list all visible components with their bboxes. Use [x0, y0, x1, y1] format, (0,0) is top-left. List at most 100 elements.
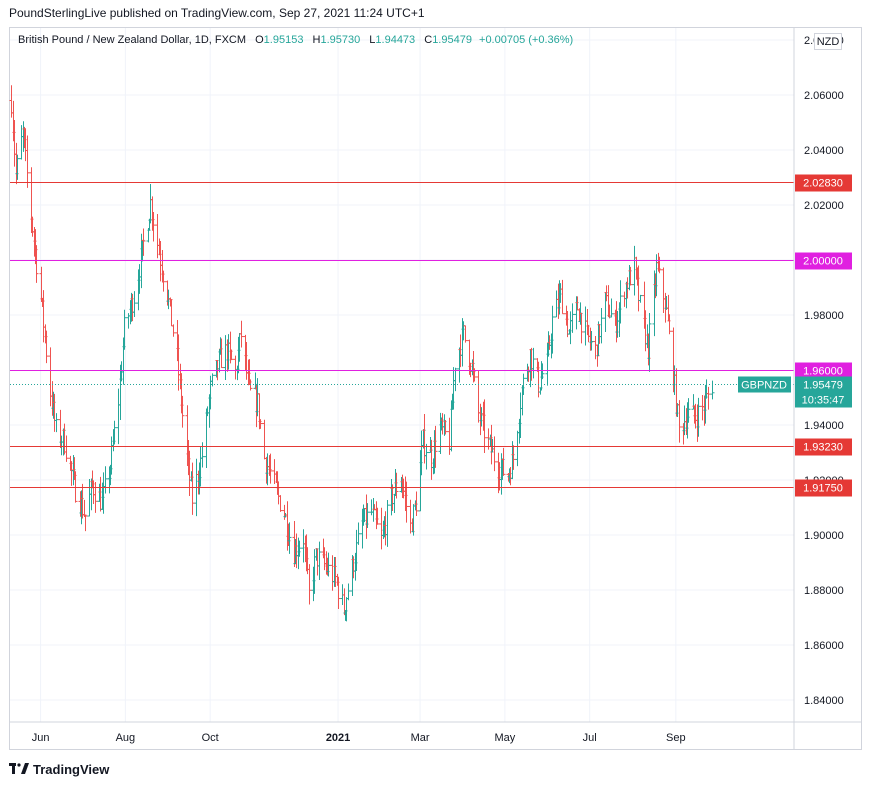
symbol-tag [738, 376, 791, 393]
ohlc-bar [638, 294, 643, 303]
publisher-line: PoundSterlingLive published on TradingVi… [9, 6, 425, 20]
legend-change: +0.00705 (+0.36%) [479, 34, 574, 46]
ohlc-bar [112, 420, 117, 445]
y-tick-label: 1.94000 [804, 420, 844, 432]
ohlc-bar [414, 491, 419, 516]
ohlc-bars [9, 85, 715, 622]
ohlc-bar [531, 347, 536, 379]
ohlc-bar [19, 125, 24, 160]
ohlc-bar [554, 290, 559, 318]
level-price-label: 2.02830 [803, 178, 843, 190]
ohlc-bar [278, 495, 283, 512]
chart-frame [9, 27, 862, 750]
ohlc-bar [657, 256, 662, 274]
legend-title: British Pound / New Zealand Dollar, 1D, … [18, 34, 247, 46]
ohlc-bar [48, 347, 53, 407]
y-tick-label: 2.06000 [804, 90, 844, 102]
x-tick-label: Sep [666, 732, 686, 744]
ohlc-bar [696, 397, 701, 437]
ohlc-bar [122, 309, 127, 350]
ohlc-bar [233, 355, 238, 380]
ohlc-bar [73, 471, 78, 503]
currency-badge[interactable]: NZD [814, 33, 842, 50]
ohlc-bar [317, 541, 322, 580]
ohlc-bar [109, 436, 114, 475]
level-price-tag [795, 252, 852, 270]
ohlc-bar [618, 280, 623, 324]
ohlc-bar [463, 325, 468, 343]
ohlc-bar [408, 499, 413, 534]
ohlc-bar [628, 266, 633, 286]
ohlc-bar [239, 320, 244, 348]
ohlc-bar [379, 507, 384, 550]
ohlc-bar [116, 388, 121, 445]
level-price-tag [795, 174, 852, 192]
ohlc-bar [424, 443, 429, 470]
ohlc-bar [297, 540, 302, 557]
ohlc-bar [385, 500, 390, 547]
y-tick-label: 1.86000 [804, 640, 844, 652]
footer-brand[interactable]: TradingView [9, 761, 109, 777]
ohlc-bar [34, 245, 39, 283]
legend-open-label: O [255, 34, 264, 46]
ohlc-bar [579, 312, 584, 344]
ohlc-bar [706, 386, 711, 410]
y-tick-label: 1.98000 [804, 310, 844, 322]
ohlc-bar [511, 445, 516, 470]
ohlc-bar [501, 447, 506, 476]
y-tick-label: 2.02000 [804, 200, 844, 212]
ohlc-bar [330, 555, 335, 591]
ohlc-bar [258, 419, 263, 429]
level-price-tag [795, 438, 852, 456]
y-tick-label: 1.88000 [804, 585, 844, 597]
x-tick-label: May [494, 732, 515, 744]
ohlc-bar [356, 522, 361, 545]
tradingview-logo-icon [9, 763, 29, 774]
last-price-label: 1.95479 [803, 380, 843, 392]
last-price-tag [795, 376, 852, 408]
ohlc-bar [282, 504, 287, 520]
chart-legend: British Pound / New Zealand Dollar, 1D, … [18, 34, 573, 46]
ohlc-bar [682, 405, 687, 436]
ohlc-bar [210, 373, 215, 387]
ohlc-bar [25, 135, 30, 188]
x-tick-label: Jun [32, 732, 50, 744]
ohlc-bar [492, 436, 497, 472]
ohlc-bar [223, 335, 228, 380]
ohlc-bar [307, 564, 312, 605]
ohlc-bar [15, 154, 20, 180]
ohlc-bar [161, 270, 166, 292]
legend-open-value: 1.95153 [263, 34, 304, 46]
ohlc-bar [336, 576, 341, 609]
level-price-tag [795, 362, 852, 380]
ohlc-bar [180, 395, 185, 428]
ohlc-bar [151, 212, 156, 242]
ohlc-bar [375, 507, 380, 525]
ohlc-bar [148, 184, 153, 224]
level-price-label: 1.96000 [803, 366, 843, 378]
symbol-tag-label: GBPNZD [741, 380, 787, 392]
ohlc-bar [570, 303, 575, 333]
legend-close-value: 1.95479 [432, 34, 472, 46]
legend-low-value: 1.94473 [375, 34, 416, 46]
horizontal-levels [10, 182, 794, 488]
ohlc-bar [599, 308, 604, 344]
ohlc-bar [141, 228, 146, 256]
ohlc-bar [204, 408, 209, 468]
level-price-label: 1.93230 [803, 442, 843, 454]
ohlc-bar [190, 462, 195, 515]
ohlc-bar [609, 298, 614, 318]
ohlc-bar [392, 493, 397, 513]
ohlc-bar [482, 399, 487, 453]
bar-countdown-label: 10:35:47 [802, 395, 845, 407]
footer-brand-text: TradingView [33, 761, 110, 777]
ohlc-bar [54, 413, 59, 433]
ohlc-bar [41, 290, 46, 343]
ohlc-bar [91, 480, 96, 505]
ohlc-bar [453, 367, 458, 392]
ohlc-bar [677, 400, 682, 443]
ohlc-bar [710, 380, 715, 400]
ohlc-bar [476, 370, 481, 423]
ohlc-bar [560, 279, 565, 315]
